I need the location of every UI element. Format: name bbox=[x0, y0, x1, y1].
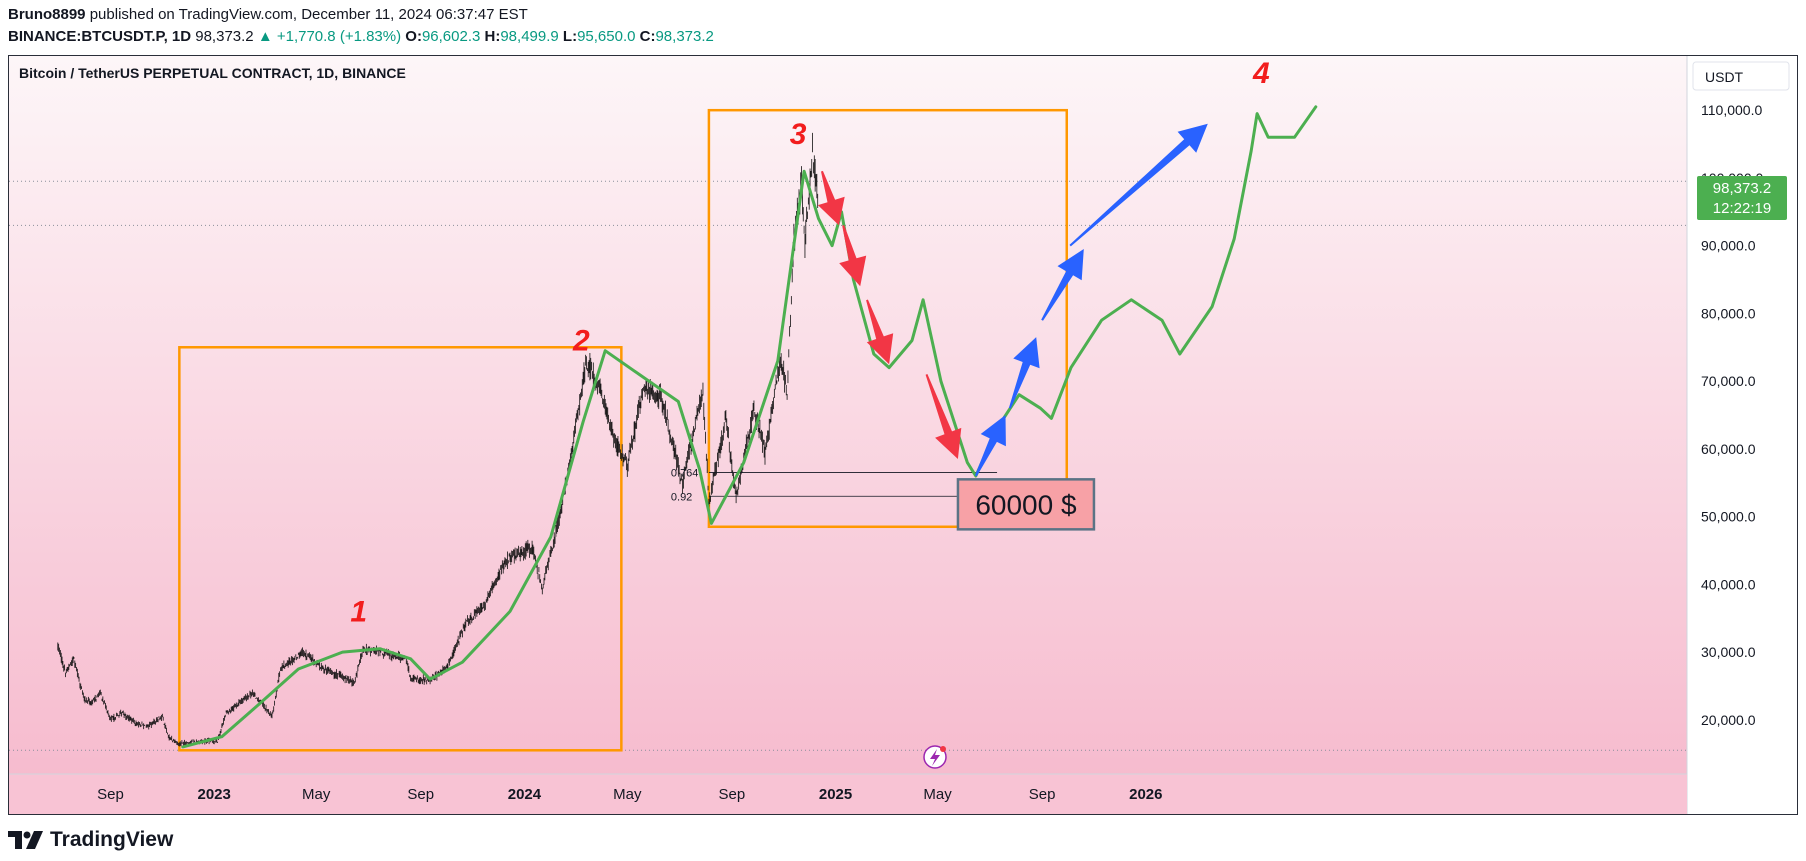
wave-number-label: 2 bbox=[572, 325, 590, 358]
down-arrow bbox=[866, 299, 894, 365]
published-text: published on TradingView.com, December 1… bbox=[89, 6, 528, 23]
time-tick-label: 2026 bbox=[1129, 786, 1162, 803]
price-badge: 98,373.2 12:22:19 bbox=[1697, 175, 1787, 220]
chart-frame[interactable]: Bitcoin / TetherUS PERPETUAL CONTRACT, 1… bbox=[8, 55, 1798, 815]
range-box bbox=[178, 346, 623, 752]
open-label: O: bbox=[405, 28, 422, 45]
open-value: 96,602.3 bbox=[421, 28, 481, 45]
tradingview-logo[interactable]: TradingView bbox=[8, 825, 173, 855]
close-value: 98,373.2 bbox=[655, 28, 714, 45]
time-tick-label: Sep bbox=[97, 786, 124, 803]
publish-info: Bruno8899 published on TradingView.com, … bbox=[8, 6, 528, 23]
time-tick-label: 2023 bbox=[198, 786, 231, 803]
time-tick-label: Sep bbox=[1029, 786, 1056, 803]
currency-button[interactable] bbox=[1692, 61, 1790, 91]
price-tick-label: 50,000.0 bbox=[1701, 509, 1756, 525]
plot-background bbox=[9, 56, 1687, 814]
chart-canvas[interactable]: Bitcoin / TetherUS PERPETUAL CONTRACT, 1… bbox=[9, 56, 1797, 814]
up-arrow bbox=[1041, 249, 1084, 321]
arrow-annotations bbox=[817, 123, 1208, 477]
tradingview-logo-icon bbox=[8, 831, 43, 849]
projection-path bbox=[181, 105, 1318, 749]
fib-label: 0.92 bbox=[671, 491, 692, 503]
time-tick-label: 2025 bbox=[819, 786, 852, 803]
down-arrow bbox=[817, 170, 845, 226]
price-tick-label: 90,000.0 bbox=[1701, 238, 1756, 254]
time-tick-label: May bbox=[923, 786, 952, 803]
low-value: 95,650.0 bbox=[577, 28, 636, 45]
symbol-info: BINANCE:BTCUSDT.P, 1D 98,373.2 ▲ +1,770.… bbox=[8, 28, 714, 45]
down-arrow bbox=[925, 374, 962, 459]
fib-retracement: 0.764 0.92 bbox=[671, 468, 998, 503]
high-value: 98,499.9 bbox=[500, 28, 559, 45]
up-triangle-icon: ▲ bbox=[257, 28, 273, 45]
up-arrow bbox=[1008, 337, 1040, 409]
target-label: 60000 $ bbox=[975, 489, 1077, 520]
price-tick-label: 70,000.0 bbox=[1701, 373, 1756, 389]
target-box: 60000 $ bbox=[956, 478, 1096, 531]
time-axis: Sep 2023 May Sep 2024 May Sep 2025 May Sep 2026 bbox=[97, 786, 1162, 803]
down-arrow bbox=[839, 225, 867, 287]
chart-title: Bitcoin / TetherUS PERPETUAL CONTRACT, 1… bbox=[19, 65, 406, 81]
price-tick-label: 110,000.0 bbox=[1701, 102, 1762, 118]
price-tick-label: 40,000.0 bbox=[1701, 576, 1756, 592]
author-name[interactable]: Bruno8899 bbox=[8, 6, 86, 23]
price-change: +1,770.8 (+1.83%) bbox=[276, 28, 402, 45]
price-axis: 20,000.0 30,000.0 40,000.0 50,000.0 60,000.0… bbox=[1701, 102, 1763, 728]
time-tick-label: May bbox=[613, 786, 642, 803]
up-arrow bbox=[1069, 123, 1208, 247]
lightning-icon[interactable] bbox=[923, 745, 947, 769]
range-box bbox=[707, 108, 1069, 529]
projection-curve bbox=[181, 105, 1318, 749]
last-price-badge-value: 98,373.2 bbox=[1713, 180, 1771, 197]
symbol-name: BINANCE:BTCUSDT.P, 1D bbox=[8, 28, 192, 45]
time-scale-background bbox=[9, 774, 1687, 814]
low-label: L: bbox=[562, 28, 578, 45]
last-price-badge bbox=[1697, 175, 1787, 220]
time-tick-label: 2024 bbox=[508, 786, 542, 803]
time-tick-label: May bbox=[302, 786, 331, 803]
wave-number-label: 4 bbox=[1252, 57, 1270, 90]
target-box-rect bbox=[956, 478, 1096, 531]
wave-number-label: 3 bbox=[790, 118, 807, 151]
wave-numbers: 1 2 3 4 bbox=[350, 57, 1270, 629]
tradingview-brand: TradingView bbox=[50, 828, 174, 851]
last-price: 98,373.2 bbox=[195, 28, 254, 45]
time-tick-label: Sep bbox=[718, 786, 745, 803]
fib-label: 0.764 bbox=[671, 468, 699, 480]
time-tick-label: Sep bbox=[407, 786, 434, 803]
price-tick-label: 80,000.0 bbox=[1701, 305, 1756, 321]
price-tick-label: 20,000.0 bbox=[1701, 712, 1756, 728]
close-label: C: bbox=[639, 28, 656, 45]
wave-number-label: 1 bbox=[350, 596, 367, 629]
range-boxes bbox=[178, 108, 1069, 752]
high-label: H: bbox=[484, 28, 501, 45]
price-tick-label: 30,000.0 bbox=[1701, 644, 1756, 660]
countdown-label: 12:22:19 bbox=[1713, 200, 1771, 217]
price-tick-label: 60,000.0 bbox=[1701, 441, 1756, 457]
up-arrow bbox=[974, 415, 1006, 477]
currency-label: USDT bbox=[1705, 69, 1744, 85]
